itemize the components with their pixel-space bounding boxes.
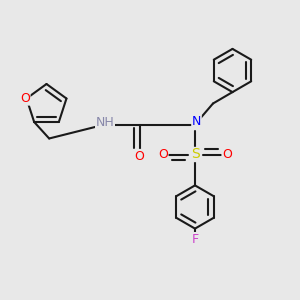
Text: NH: NH: [96, 116, 114, 129]
Text: O: O: [222, 148, 232, 161]
Text: O: O: [20, 92, 30, 105]
Text: O: O: [158, 148, 168, 161]
Text: N: N: [192, 115, 201, 128]
Text: S: S: [190, 148, 200, 161]
Text: F: F: [191, 232, 199, 246]
Text: O: O: [135, 149, 144, 163]
